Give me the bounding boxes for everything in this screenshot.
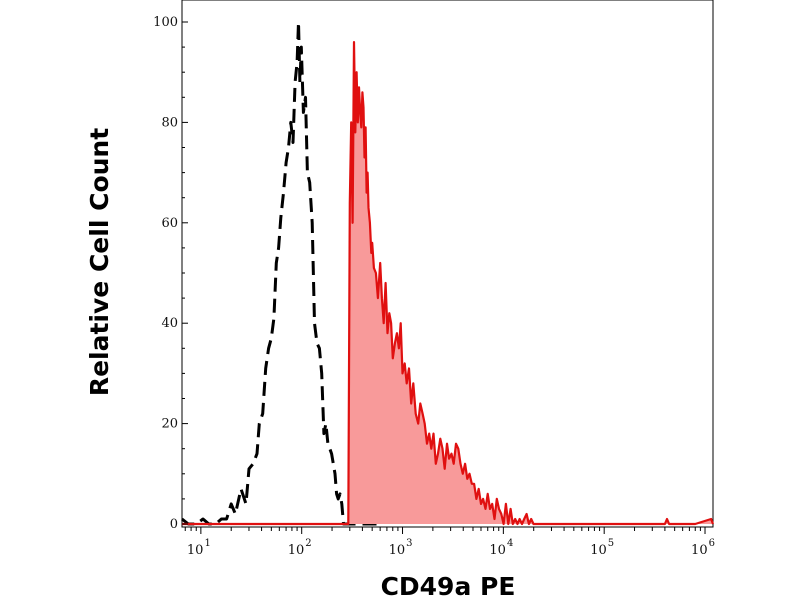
x-tick-label: 105 — [590, 538, 614, 558]
plot-frame — [181, 0, 714, 528]
x-tick-label: 101 — [187, 538, 211, 558]
y-axis-ticks: 0 20 40 60 80 100 — [153, 15, 188, 532]
x-tick-label: 102 — [288, 538, 312, 558]
y-tick-label: 20 — [161, 417, 178, 432]
series-layer — [181, 20, 715, 526]
y-tick-label: 80 — [161, 115, 178, 130]
x-axis-title: CD49a PE — [381, 572, 516, 600]
y-tick-label: 60 — [161, 216, 178, 231]
y-tick-label: 0 — [170, 517, 178, 532]
x-tick-label: 103 — [389, 538, 413, 558]
series-0-line — [181, 20, 381, 526]
y-axis-title: Relative Cell Count — [85, 128, 114, 396]
y-tick-label: 100 — [153, 15, 178, 30]
y-tick-label: 40 — [161, 316, 178, 331]
x-tick-label: 104 — [489, 538, 513, 558]
x-axis-ticks: 101 102 103 104 105 106 — [184, 527, 715, 558]
x-tick-label: 106 — [691, 538, 715, 558]
series-1-line — [182, 41, 715, 526]
